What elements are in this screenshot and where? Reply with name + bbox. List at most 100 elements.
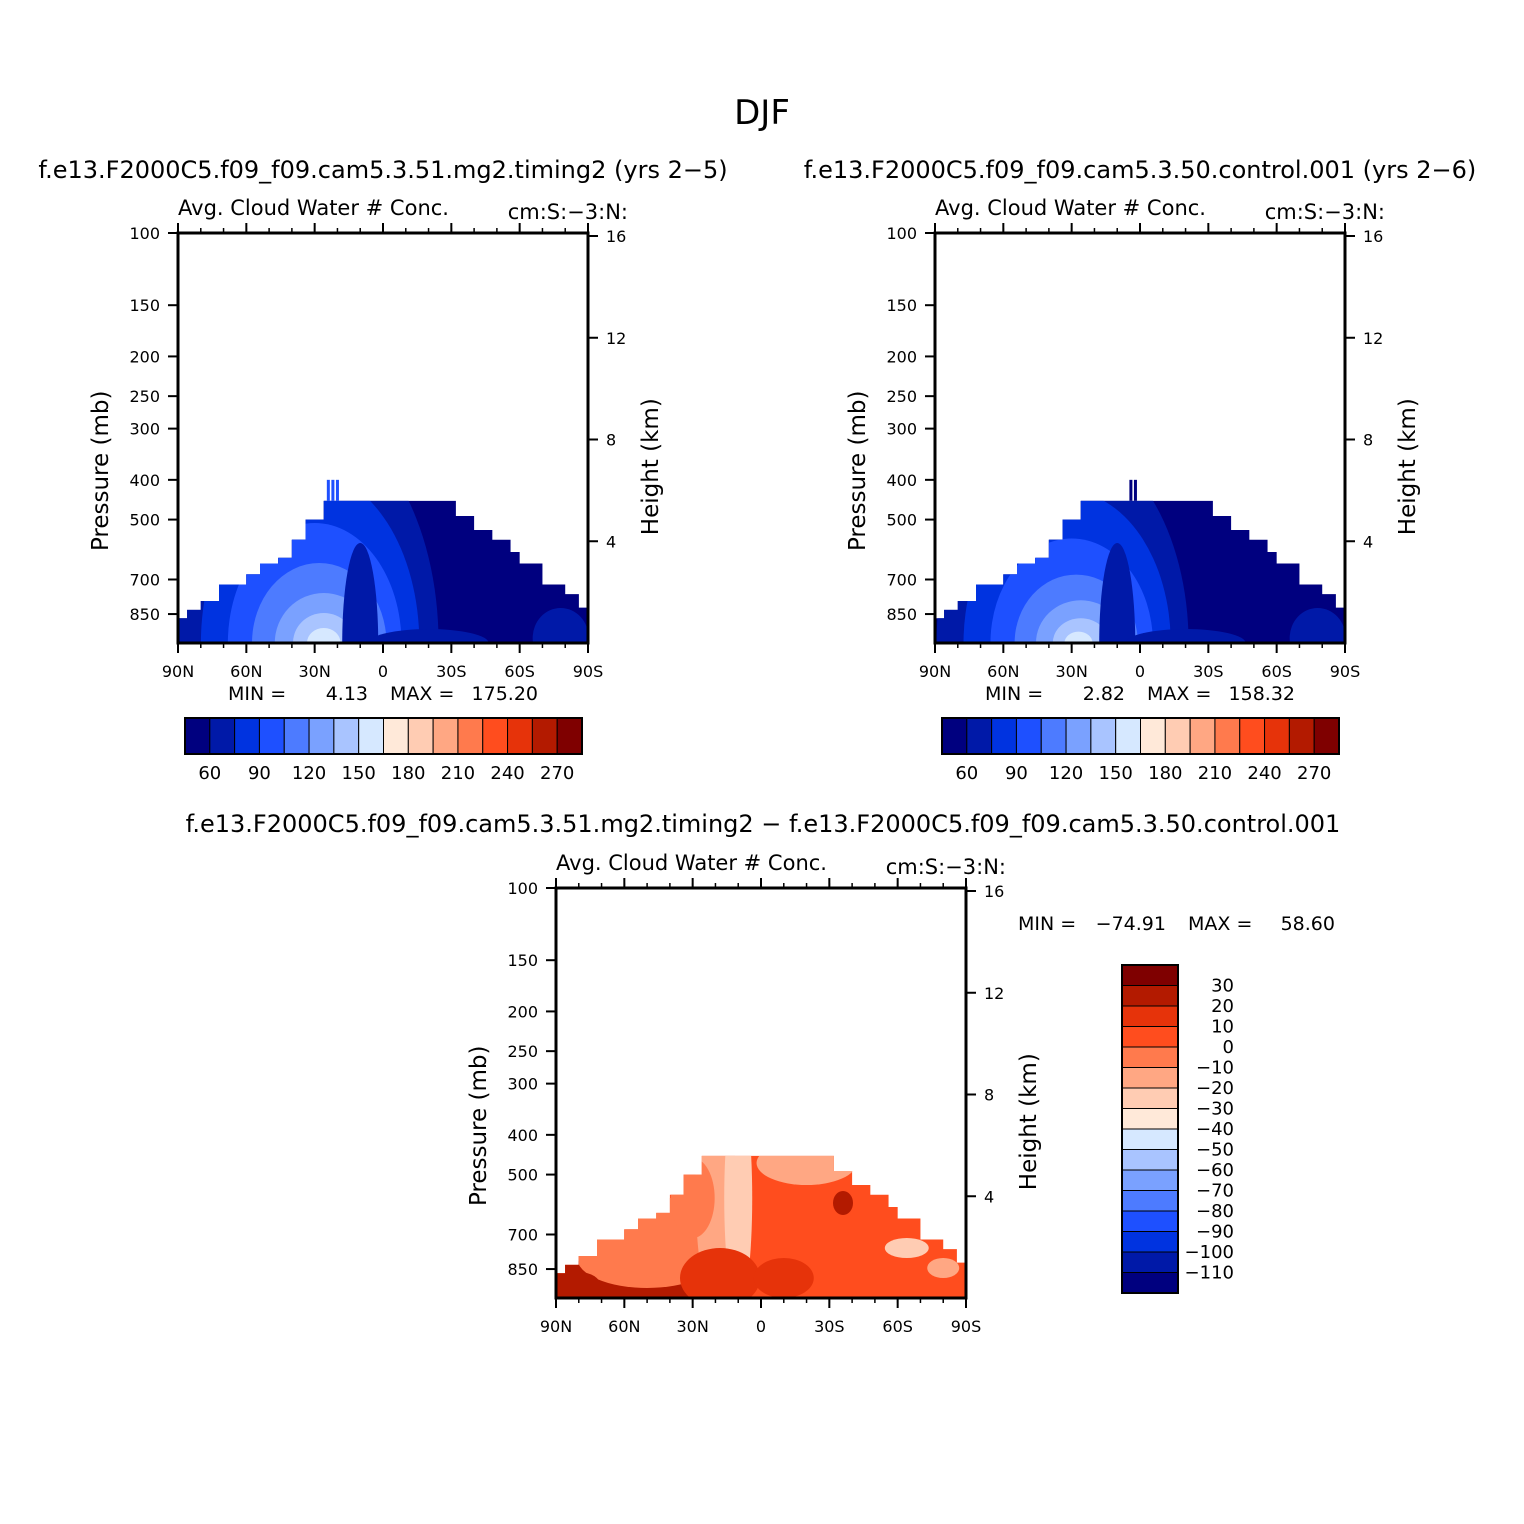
- contour-fill: [368, 629, 489, 643]
- x-tick-label: 60S: [882, 1317, 913, 1336]
- colorbar-label: −100: [1185, 1242, 1234, 1263]
- y-tick-label: 500: [507, 1166, 538, 1185]
- max-label: MAX =: [1147, 683, 1211, 705]
- colorbar-label: 270: [540, 763, 574, 784]
- left-string: Avg. Cloud Water # Conc.: [556, 851, 827, 875]
- deep-cloud-tower: [335, 479, 339, 501]
- colorbar-box: [1121, 985, 1179, 1007]
- colorbar-label: 20: [1211, 996, 1234, 1017]
- colorbar-box: [1164, 717, 1191, 755]
- colorbar-box: [1288, 717, 1315, 755]
- x-tick-label: 60S: [1261, 662, 1292, 681]
- colorbar-label: 180: [1148, 763, 1182, 784]
- colorbar-frame: [1121, 964, 1179, 1294]
- colorbar-box: [1189, 717, 1216, 755]
- colorbar-box: [184, 717, 211, 755]
- y2-tick-label: 8: [606, 431, 616, 450]
- y-tick-label: 850: [886, 605, 917, 624]
- colorbar-box: [1090, 717, 1117, 755]
- y-tick-label: 250: [886, 387, 917, 406]
- colorbar-label: 60: [198, 763, 221, 784]
- contour-fill: [833, 1191, 853, 1215]
- colorbar-box: [1121, 1128, 1179, 1150]
- y-tick-label: 500: [129, 511, 160, 530]
- y-tick-label: 100: [507, 879, 538, 898]
- colorbar-label: 120: [1049, 763, 1083, 784]
- colorbar-box: [1121, 1169, 1179, 1191]
- colorbar-box: [991, 717, 1017, 755]
- left-string: Avg. Cloud Water # Conc.: [178, 196, 449, 220]
- y-tick-label: 700: [129, 570, 160, 589]
- y-tick-label: 400: [886, 471, 917, 490]
- colorbar-label: 10: [1211, 1017, 1234, 1038]
- colorbar-box: [531, 717, 558, 755]
- colorbar-box: [1121, 1272, 1179, 1294]
- colorbar-box: [1121, 1251, 1179, 1273]
- x-tick-label: 0: [1135, 662, 1145, 681]
- x-tick-label: 90N: [162, 662, 194, 681]
- colorbar-box: [1121, 1231, 1179, 1253]
- x-tick-label: 90N: [919, 662, 951, 681]
- colorbar-label: 240: [1247, 763, 1281, 784]
- colorbar-label: 210: [441, 763, 475, 784]
- y-tick-label: 400: [129, 471, 160, 490]
- y2-tick-label: 16: [606, 227, 626, 246]
- contour-fill: [756, 1155, 857, 1185]
- contour-fill: [292, 613, 355, 643]
- contour-fill: [556, 1155, 966, 1298]
- panel-title: f.e13.F2000C5.f09_f09.cam5.3.50.control.…: [804, 156, 1477, 184]
- min-value: 4.13: [326, 683, 368, 705]
- y2-tick-label: 4: [984, 1187, 994, 1206]
- contour-fill: [753, 1258, 814, 1298]
- right-string: cm:S:−3:N:: [508, 200, 628, 224]
- colorbar-label: 240: [490, 763, 524, 784]
- panel-difference: f.e13.F2000C5.f09_f09.cam5.3.51.mg2.timi…: [186, 810, 1341, 1336]
- y-tick-label: 100: [129, 224, 160, 243]
- colorbar-box: [507, 717, 533, 755]
- y-axis-label: Pressure (mb): [466, 1046, 492, 1206]
- colorbar-label: −30: [1196, 1099, 1234, 1120]
- contour-fill: [532, 608, 588, 643]
- deep-cloud-tower: [1129, 479, 1133, 501]
- contour-fill: [1125, 629, 1246, 643]
- y2-tick-label: 12: [606, 329, 626, 348]
- colorbar-box: [1313, 717, 1340, 755]
- y-tick-label: 100: [886, 224, 917, 243]
- y-tick-label: 150: [129, 296, 160, 315]
- y-tick-label: 200: [129, 347, 160, 366]
- right-string: cm:S:−3:N:: [886, 855, 1006, 879]
- colorbar-label: 90: [1005, 763, 1028, 784]
- y2-axis-label: Height (km): [638, 398, 664, 535]
- y-tick-label: 500: [886, 511, 917, 530]
- contour-fill: [1289, 608, 1345, 643]
- colorbar-box: [941, 717, 968, 755]
- max-value: 175.20: [472, 683, 538, 705]
- contour-fill: [306, 628, 341, 643]
- colorbar-box: [1214, 717, 1241, 755]
- colorbar-box: [482, 717, 509, 755]
- y-tick-label: 700: [886, 570, 917, 589]
- colorbar-box: [1015, 717, 1042, 755]
- colorbar-label: −70: [1196, 1181, 1234, 1202]
- y-tick-label: 150: [886, 296, 917, 315]
- min-label: MIN =: [228, 683, 286, 705]
- x-tick-label: 30N: [1056, 662, 1088, 681]
- colorbar-box: [1121, 1149, 1179, 1171]
- colorbar-box: [1121, 1108, 1179, 1130]
- x-tick-label: 30N: [677, 1317, 709, 1336]
- colorbar-label: 90: [248, 763, 271, 784]
- colorbar-box: [407, 717, 434, 755]
- x-tick-label: 60N: [230, 662, 262, 681]
- y-axis-label: Pressure (mb): [845, 391, 871, 551]
- min-value: 2.82: [1083, 683, 1125, 705]
- x-tick-label: 30N: [299, 662, 331, 681]
- contour-fill: [342, 543, 379, 643]
- y-tick-label: 250: [129, 387, 160, 406]
- panel-control: f.e13.F2000C5.f09_f09.cam5.3.50.control.…: [804, 156, 1477, 784]
- colorbar-box: [1115, 717, 1141, 755]
- x-tick-label: 30S: [814, 1317, 845, 1336]
- deep-cloud-tower: [326, 479, 330, 501]
- y-tick-label: 850: [129, 605, 160, 624]
- y2-tick-label: 4: [1363, 532, 1373, 551]
- colorbar-label: −50: [1196, 1140, 1234, 1161]
